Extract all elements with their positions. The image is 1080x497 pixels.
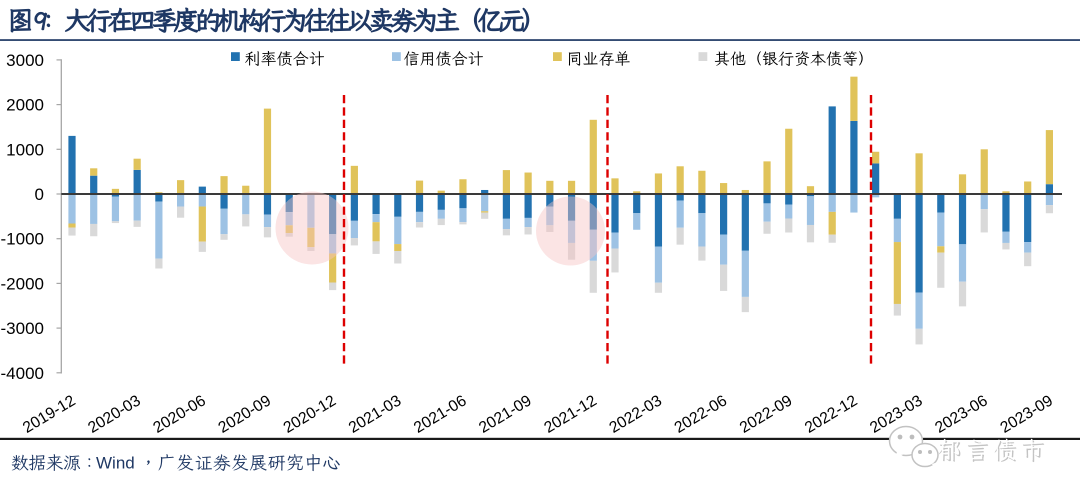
svg-text:3000: 3000 bbox=[6, 51, 44, 70]
svg-text:1000: 1000 bbox=[6, 140, 44, 159]
svg-text:Wind: Wind bbox=[96, 454, 135, 473]
svg-text:-2000: -2000 bbox=[1, 274, 44, 293]
svg-text:2000: 2000 bbox=[6, 96, 44, 115]
svg-text:-3000: -3000 bbox=[1, 319, 44, 338]
svg-text:-1000: -1000 bbox=[1, 230, 44, 249]
svg-text:0: 0 bbox=[35, 185, 44, 204]
svg-text:-4000: -4000 bbox=[1, 364, 44, 383]
